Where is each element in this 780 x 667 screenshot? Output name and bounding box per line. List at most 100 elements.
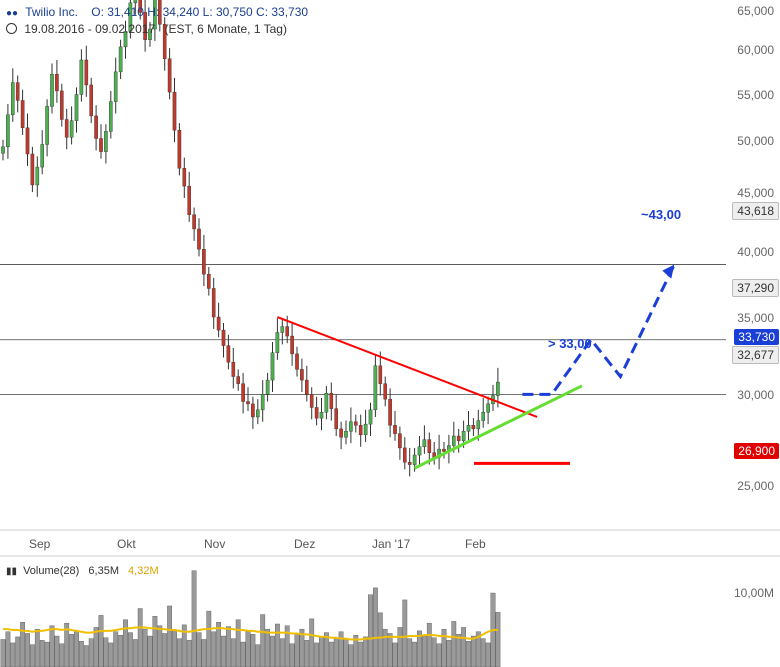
volume-bar: [142, 628, 148, 667]
candle-body: [270, 352, 275, 381]
candle-body: [349, 421, 353, 432]
candle-body: [486, 403, 490, 413]
volume-bar: [471, 635, 476, 667]
volume-bar: [25, 633, 30, 667]
candle-body: [305, 379, 309, 395]
candle-body: [290, 335, 294, 355]
volume-bar: [485, 642, 491, 667]
candle-body: [427, 439, 432, 453]
candle-body: [373, 365, 378, 411]
volume-bar: [368, 594, 373, 667]
y-tick-label: 45,000: [737, 186, 774, 200]
instrument-name[interactable]: Twilio Inc.: [25, 5, 78, 19]
candle-body: [177, 129, 182, 169]
candle-body: [40, 144, 44, 168]
candle-body: [133, 0, 138, 4]
level-32-label: 32,677: [732, 346, 779, 364]
volume-bar: [441, 628, 447, 667]
volume-bar: [338, 631, 344, 667]
volume-bar: [216, 622, 221, 667]
candle-body: [260, 394, 265, 411]
candle-body: [69, 120, 74, 138]
volume-bar: [431, 637, 437, 667]
projection-path: [522, 264, 676, 396]
chart-header-title: ●● Twilio Inc. O: 31,410 H: 34,240 L: 30…: [6, 5, 308, 19]
candle-body: [344, 431, 348, 438]
chart-header-range: 19.08.2016 - 09.02.2017 (EST, 6 Monate, …: [6, 22, 287, 36]
candle-body: [30, 153, 35, 186]
volume-bar: [358, 641, 364, 667]
volume-bar: [387, 633, 393, 667]
candle-body: [319, 412, 324, 419]
volume-bar: [250, 634, 256, 667]
volume-bar: [422, 635, 427, 667]
volume-bar: [5, 631, 11, 667]
candle-body: [206, 273, 211, 289]
candle-body: [128, 2, 133, 32]
volume-bar: [319, 636, 324, 667]
candle-body: [25, 127, 30, 155]
candle-body: [456, 435, 461, 441]
volume-bar: [333, 637, 339, 667]
volume-bar: [255, 644, 261, 667]
volume-bar: [265, 628, 270, 667]
volume-axis-tick: 10,00M: [733, 586, 774, 600]
volume-bar: [172, 630, 177, 667]
candle-body: [476, 420, 481, 430]
volume-bar: [275, 623, 280, 667]
candle-body: [89, 84, 93, 117]
candle-body: [496, 381, 500, 396]
volume-bar: [39, 640, 45, 667]
ohlc-readout: O: 31,410 H: 34,240 L: 30,750 C: 33,730: [91, 5, 309, 19]
candle-body: [393, 425, 397, 434]
candle-body: [295, 353, 299, 370]
volume-bar: [34, 628, 40, 667]
date-range: 19.08.2016 - 09.02.2017: [24, 22, 156, 36]
candle-body: [167, 58, 172, 93]
volume-bar: [392, 642, 398, 667]
volume-bar: [304, 640, 310, 667]
volume-bar: [373, 587, 378, 667]
y-tick-label: 50,000: [737, 134, 774, 148]
volume-bar: [88, 638, 94, 667]
candle-body: [94, 115, 98, 139]
candle-body: [368, 409, 373, 425]
candle-body: [412, 454, 417, 465]
projection-arrowhead: [662, 264, 675, 279]
y-tick-label: 30,000: [737, 388, 774, 402]
candle-body: [275, 332, 280, 353]
volume-bar: [402, 599, 408, 667]
candle-body: [461, 431, 466, 441]
volume-bar: [230, 638, 236, 667]
volume-bar: [152, 616, 158, 667]
volume-bar: [221, 635, 226, 667]
candle-body: [285, 326, 290, 337]
candle-body: [113, 71, 118, 102]
candle-body: [221, 329, 226, 346]
volume-bar: [15, 636, 21, 667]
y-tick-label: 35,000: [737, 311, 774, 325]
candle-body: [481, 412, 486, 421]
volume-bar: [54, 635, 60, 667]
range-meta: (EST, 6 Monate, 1 Tag): [164, 22, 287, 36]
candle-body: [383, 383, 388, 400]
candle-body: [216, 316, 221, 331]
candle-body: [157, 0, 162, 25]
support-trendline: [413, 384, 583, 470]
candle-body: [118, 46, 123, 73]
volume-bar: [123, 619, 128, 667]
candle-body: [256, 409, 260, 418]
volume-bar: [103, 637, 109, 667]
close-price-label: 33,730: [734, 329, 779, 345]
candle-body: [84, 59, 89, 86]
volume-bar: [348, 644, 354, 667]
x-tick-label: Sep: [29, 537, 51, 551]
trend-lines: [277, 264, 676, 470]
volume-bar: [20, 622, 25, 667]
volume-bar: [279, 638, 285, 667]
x-tick-label: Okt: [117, 537, 136, 551]
candle-body: [50, 74, 54, 107]
volume-bar: [83, 645, 89, 667]
volume-icon: ▮▮: [6, 566, 18, 577]
